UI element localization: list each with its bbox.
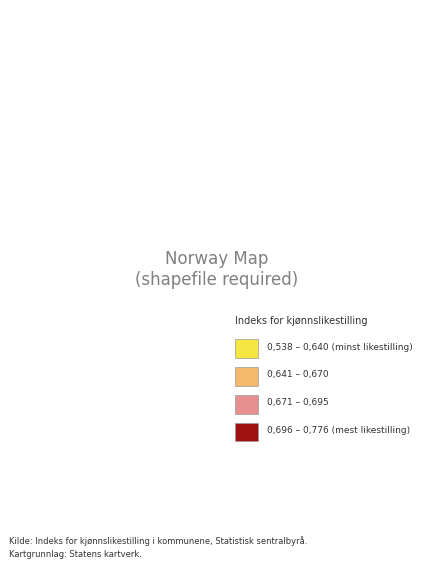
Text: 0,696 – 0,776 (mest likestilling): 0,696 – 0,776 (mest likestilling) bbox=[267, 426, 410, 435]
FancyBboxPatch shape bbox=[235, 395, 258, 414]
Text: 0,538 – 0,640 (minst likestilling): 0,538 – 0,640 (minst likestilling) bbox=[267, 343, 413, 351]
Text: 0,671 – 0,695: 0,671 – 0,695 bbox=[267, 398, 329, 407]
FancyBboxPatch shape bbox=[235, 423, 258, 441]
Text: Norway Map
(shapefile required): Norway Map (shapefile required) bbox=[135, 250, 298, 289]
Text: 0,641 – 0,670: 0,641 – 0,670 bbox=[267, 370, 329, 379]
Text: Kilde: Indeks for kjønnslikestilling i kommunene, Statistisk sentralbyrå.
Kartgr: Kilde: Indeks for kjønnslikestilling i k… bbox=[9, 536, 307, 559]
FancyBboxPatch shape bbox=[235, 367, 258, 386]
Text: Indeks for kjønnslikestilling: Indeks for kjønnslikestilling bbox=[235, 316, 367, 326]
FancyBboxPatch shape bbox=[235, 339, 258, 358]
